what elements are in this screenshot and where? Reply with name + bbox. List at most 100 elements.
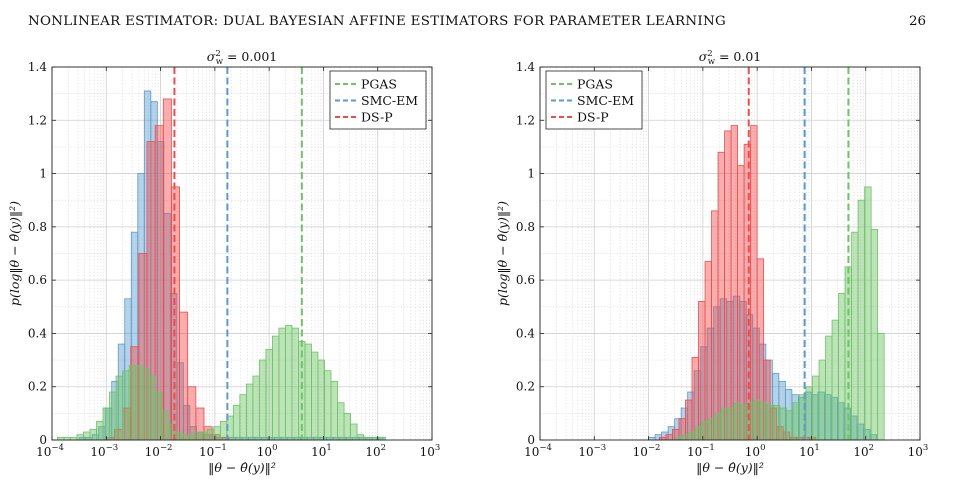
bar-pgas (343, 412, 351, 441)
x-tick-base: 10 (745, 445, 760, 459)
y-tick-label: 0.8 (28, 220, 47, 234)
x-tick-base: 10 (199, 445, 214, 459)
x-tick-exponent: −3 (106, 443, 119, 453)
bar-pgas (311, 351, 319, 441)
x-tick-base: 10 (908, 445, 923, 459)
bar-pgas (141, 367, 150, 441)
bar-pgas (232, 404, 241, 441)
title-value: = 0.001 (223, 49, 277, 64)
bar-pgas (857, 199, 866, 441)
legend-box (329, 70, 427, 130)
bar-pgas (714, 412, 722, 441)
x-tick-label: 10−1 (199, 443, 227, 459)
x-tick-base: 10 (257, 445, 272, 459)
bar-pgas (727, 407, 735, 441)
y-axis-label: p(log‖θ − θ̂(y)‖²) (495, 201, 510, 306)
chart-2: 10−4 10−3 10−2 10−1 100 101 102 10300.20.40.60.… (495, 49, 928, 475)
axes-box (539, 66, 921, 441)
x-tick-label: 10−4 (524, 443, 552, 459)
x-tick-exponent: 3 (435, 443, 440, 453)
y-tick-label: 1 (39, 167, 47, 181)
bar-pgas (291, 327, 299, 441)
x-tick-exponent: 0 (272, 443, 277, 453)
x-tick-exponent: −4 (51, 443, 64, 453)
bar-pgas (870, 229, 879, 441)
y-tick-label: 0 (39, 433, 47, 447)
x-tick-label: 103 (420, 443, 441, 459)
x-tick-exponent: −4 (539, 443, 552, 453)
bar-pgas (76, 434, 84, 441)
axes-box (51, 66, 433, 441)
bar-pgas (89, 428, 97, 441)
chart-1: 10−4 10−3 10−2 10−1 100 101 102 10300.20.40.60.… (7, 49, 440, 475)
page-number: 26 (908, 14, 926, 29)
bar-pgas (180, 434, 189, 441)
bar-pgas (174, 431, 182, 441)
bar-pgas (864, 186, 872, 441)
x-axis-label: ‖θ − θ̂(y)‖² (696, 460, 764, 475)
legend-label-ds-p: DS-P (577, 110, 609, 125)
x-tick-base: 10 (365, 445, 380, 459)
bar-pgas (350, 423, 358, 441)
x-tick-label: 102 (365, 443, 386, 459)
x-tick-label: 102 (853, 443, 874, 459)
bar-pgas (779, 407, 787, 441)
x-tick-label: 10−2 (633, 443, 661, 459)
x-tick-label: 100 (745, 443, 766, 459)
bar-ds-p (179, 311, 189, 441)
x-tick-base: 10 (90, 445, 105, 459)
title-sigma: σ (699, 49, 708, 64)
bar-ds-p (750, 125, 758, 441)
x-tick-label: 10−1 (687, 443, 715, 459)
page-header: NONLINEAR ESTIMATOR: DUAL BAYESIAN AFFIN… (0, 14, 956, 38)
bar-pgas (818, 359, 826, 441)
bar-pgas (740, 404, 748, 441)
bar-pgas (135, 364, 143, 441)
bar-pgas (688, 431, 696, 441)
y-axis-label: p(log‖θ − θ̂(y)‖²) (7, 201, 22, 306)
bar-pgas (83, 431, 91, 441)
x-tick-exponent: 1 (814, 443, 819, 453)
y-tick-label: 0.2 (28, 380, 47, 394)
bar-pgas (694, 426, 703, 441)
x-tick-label: 10−3 (90, 443, 118, 459)
bar-pgas (792, 402, 800, 441)
x-tick-base: 10 (853, 445, 868, 459)
x-tick-exponent: −2 (160, 443, 173, 453)
bar-pgas (200, 431, 208, 441)
x-tick-label: 100 (257, 443, 278, 459)
x-tick-label: 103 (908, 443, 929, 459)
bar-pgas (258, 359, 267, 441)
x-tick-base: 10 (799, 445, 814, 459)
bar-pgas (720, 407, 729, 441)
x-tick-base: 10 (420, 445, 435, 459)
bar-pgas (356, 434, 365, 441)
bar-ds-p (162, 98, 172, 441)
bar-pgas (128, 364, 136, 441)
bar-pgas (219, 420, 228, 441)
bar-pgas (285, 325, 293, 441)
bar-pgas (753, 399, 761, 441)
bar-pgas (733, 402, 742, 441)
bar-pgas (206, 428, 215, 441)
bar-ds-p (704, 261, 712, 441)
x-tick-base: 10 (687, 445, 702, 459)
bar-pgas (330, 380, 338, 441)
x-tick-base: 10 (578, 445, 593, 459)
bar-pgas (851, 231, 859, 441)
x-tick-label: 10−3 (578, 443, 606, 459)
x-tick-base: 10 (524, 445, 539, 459)
bar-pgas (337, 402, 345, 441)
x-tick-exponent: −2 (648, 443, 661, 453)
bar-ds-p (171, 186, 180, 441)
bar-pgas (109, 391, 117, 441)
y-tick-label: 1.4 (28, 60, 47, 74)
bar-pgas (831, 319, 839, 441)
bar-pgas (193, 431, 202, 441)
bar-pgas (102, 407, 110, 441)
x-tick-base: 10 (36, 445, 51, 459)
x-tick-exponent: 0 (760, 443, 765, 453)
bar-pgas (278, 327, 286, 441)
